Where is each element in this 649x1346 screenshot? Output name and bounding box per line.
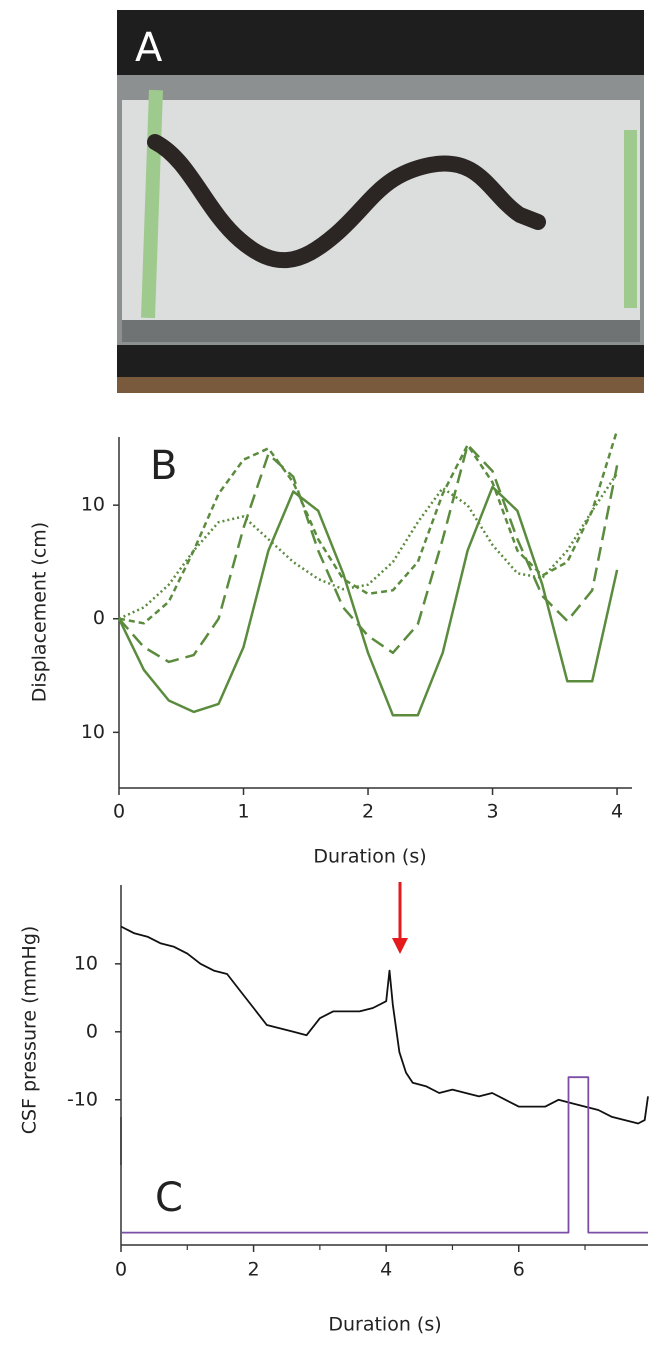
y-axis-label: Displacement (cm) bbox=[29, 522, 51, 702]
x-tick-label: 2 bbox=[248, 1259, 260, 1281]
panel-label: A bbox=[135, 25, 163, 71]
panel-label: B bbox=[150, 443, 177, 489]
x-tick-label: 3 bbox=[486, 801, 498, 823]
x-tick-label: 0 bbox=[113, 801, 125, 823]
data-line bbox=[118, 472, 619, 620]
x-tick-label: 0 bbox=[115, 1259, 127, 1281]
y-axis-label: CSF pressure (mmHg) bbox=[19, 926, 41, 1135]
data-line bbox=[118, 429, 619, 625]
rail bbox=[122, 320, 640, 342]
data-line bbox=[118, 443, 619, 664]
snake bbox=[147, 134, 546, 269]
data-line bbox=[120, 925, 649, 1125]
y-tick-label: 0 bbox=[86, 1020, 98, 1042]
x-tick-label: 1 bbox=[237, 801, 249, 823]
data-line bbox=[117, 485, 619, 717]
bench bbox=[117, 377, 644, 393]
panel-label: C bbox=[155, 1175, 183, 1221]
y-tick-label: 10 bbox=[74, 952, 98, 974]
data-line bbox=[121, 1076, 648, 1234]
y-tick-label: 10 bbox=[81, 721, 105, 743]
x-tick-label: 6 bbox=[513, 1259, 525, 1281]
x-tick-label: 4 bbox=[380, 1259, 392, 1281]
x-axis-label: Duration (s) bbox=[328, 1314, 441, 1336]
photo: A bbox=[117, 10, 644, 393]
tape bbox=[624, 130, 637, 308]
arrow-head bbox=[392, 938, 408, 954]
snake-tail bbox=[148, 137, 167, 151]
x-tick-label: 2 bbox=[362, 801, 374, 823]
y-tick-label: 0 bbox=[93, 607, 105, 629]
paper bbox=[122, 100, 640, 320]
y-tick-label: -10 bbox=[67, 1088, 98, 1110]
x-axis-label: Duration (s) bbox=[313, 846, 426, 868]
y-tick-label: 10 bbox=[81, 494, 105, 516]
x-tick-label: 4 bbox=[611, 801, 623, 823]
